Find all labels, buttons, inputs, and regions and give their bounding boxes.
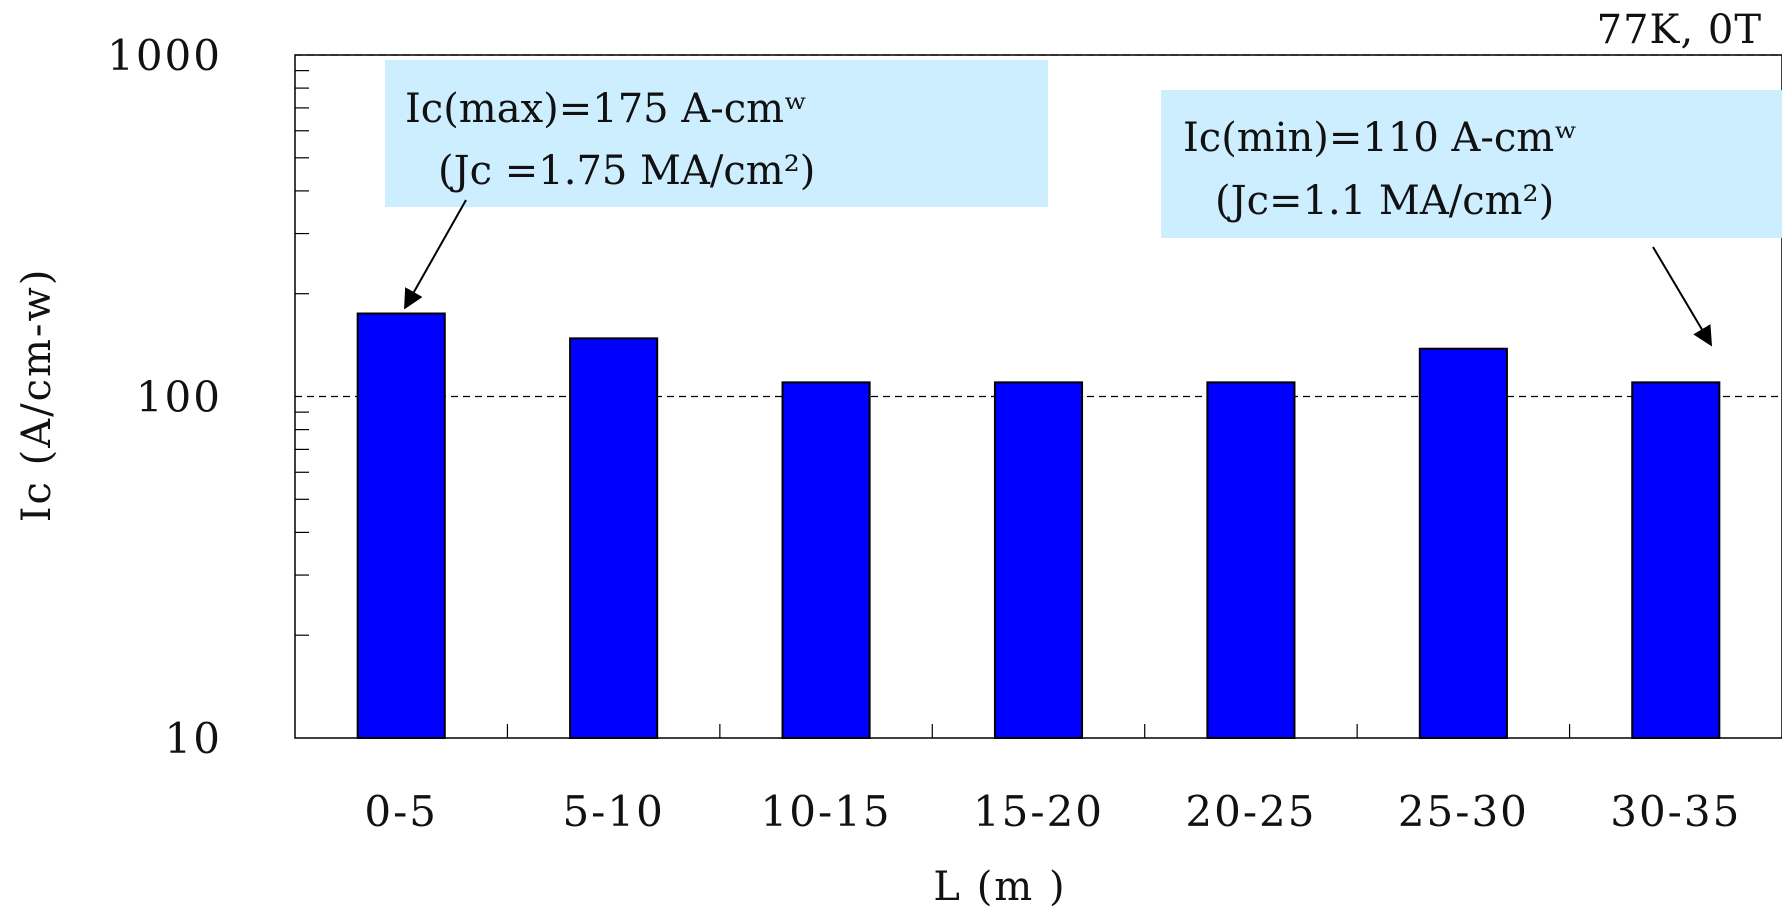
y-tick-label: 10: [165, 714, 222, 763]
gridlines: [295, 54, 1782, 398]
bar-20-25: [1206, 381, 1296, 739]
x-tick-label: 30-35: [1610, 787, 1741, 836]
x-tick-label: 5-10: [562, 787, 664, 836]
x-axis-title: L (m ): [933, 864, 1066, 910]
bar-25-30: [1418, 347, 1508, 739]
annotation-max-line1: Ic(max)=175 A-cmʷ: [405, 86, 807, 132]
annotation-max-line2: (Jc =1.75 MA/cm²): [438, 148, 815, 194]
annotation-max-arrow: [404, 199, 467, 310]
y-tick-label: 1000: [107, 31, 222, 80]
bar-30-35: [1631, 381, 1721, 739]
annotation-min-line1: Ic(min)=110 A-cmʷ: [1183, 115, 1578, 161]
annotation-max: Ic(max)=175 A-cmʷ (Jc =1.75 MA/cm²): [385, 60, 1048, 310]
x-tick-labels: 0-5 5-10 10-15 15-20 20-25 25-30 30-35: [364, 787, 1741, 836]
y-tick-label: 100: [136, 373, 222, 422]
y-tick-labels: 10 100 1000: [107, 31, 222, 763]
annotation-min: Ic(min)=110 A-cmʷ (Jc=1.1 MA/cm²): [1161, 90, 1782, 347]
x-tick-label: 25-30: [1398, 787, 1529, 836]
x-tick-label: 0-5: [364, 787, 438, 836]
condition-label: 77K, 0T: [1597, 7, 1762, 53]
bar-0-5: [356, 312, 446, 739]
y-axis-title: Ic (A/cm-w): [14, 268, 60, 523]
bars: [356, 312, 1721, 739]
y-minor-ticks: [295, 70, 309, 636]
annotation-min-line2: (Jc=1.1 MA/cm²): [1215, 178, 1554, 224]
bar-10-15: [781, 381, 871, 739]
annotation-max-box: [385, 60, 1048, 207]
bar-15-20: [993, 381, 1084, 739]
x-tick-label: 15-20: [973, 787, 1104, 836]
annotation-min-box: [1161, 90, 1782, 238]
x-tick-label: 20-25: [1185, 787, 1316, 836]
bar-5-10: [569, 337, 659, 739]
x-tick-marks: [506, 724, 1571, 738]
x-tick-label: 10-15: [761, 787, 892, 836]
annotation-min-arrow: [1652, 246, 1713, 347]
